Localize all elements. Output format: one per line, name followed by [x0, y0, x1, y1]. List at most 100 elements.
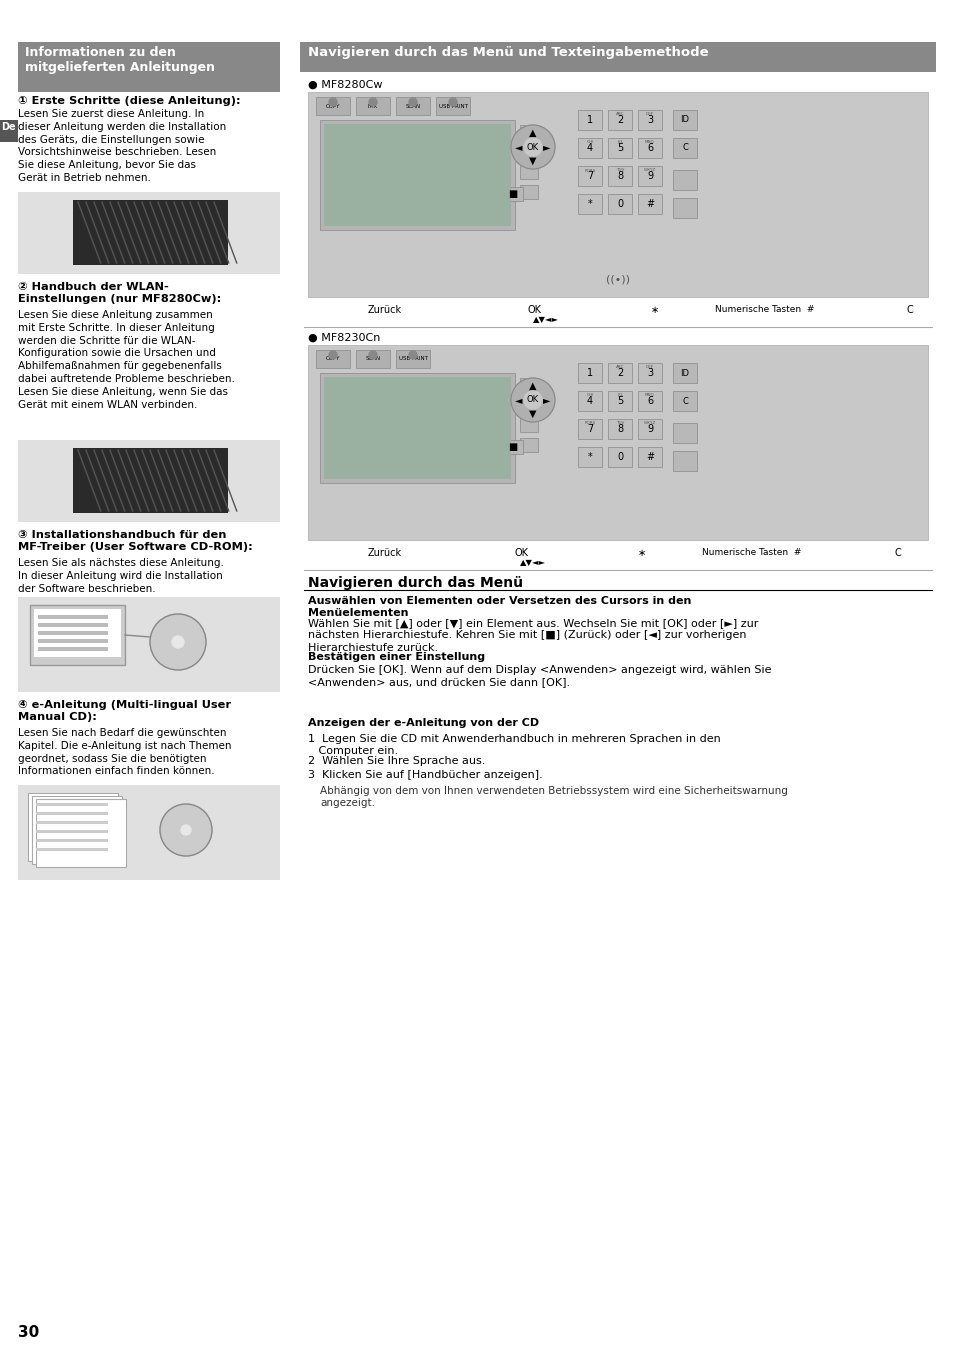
Bar — [36, 838, 108, 842]
Bar — [638, 194, 661, 214]
Text: 6: 6 — [646, 143, 653, 154]
Text: ◄: ◄ — [515, 395, 522, 404]
Text: ③ Installationshandbuch für den
MF-Treiber (User Software CD-ROM):: ③ Installationshandbuch für den MF-Treib… — [18, 530, 253, 553]
Bar — [395, 97, 430, 115]
Text: 3: 3 — [646, 115, 653, 125]
Bar — [36, 830, 108, 833]
Bar — [672, 111, 697, 129]
Text: OK: OK — [527, 305, 541, 315]
Bar — [578, 391, 601, 411]
Bar — [578, 137, 601, 158]
Text: GHI: GHI — [586, 394, 593, 398]
Bar — [30, 605, 125, 665]
Bar — [395, 350, 430, 368]
Text: Lesen Sie nach Bedarf die gewünschten
Kapitel. Die e-Anleitung ist nach Themen
g: Lesen Sie nach Bedarf die gewünschten Ka… — [18, 728, 232, 776]
Bar — [308, 92, 927, 297]
Circle shape — [523, 137, 541, 156]
Text: Lesen Sie zuerst diese Anleitung. In
dieser Anleitung werden die Installation
de: Lesen Sie zuerst diese Anleitung. In die… — [18, 109, 226, 183]
Bar — [578, 194, 601, 214]
Bar — [672, 363, 697, 383]
Text: OK: OK — [515, 549, 529, 558]
Text: 2  Wählen Sie Ihre Sprache aus.: 2 Wählen Sie Ihre Sprache aus. — [308, 756, 485, 766]
Circle shape — [329, 98, 336, 106]
Text: 8: 8 — [617, 171, 622, 181]
Text: ▲▼◄►: ▲▼◄► — [533, 315, 558, 324]
Bar — [638, 448, 661, 466]
Text: GHI: GHI — [586, 140, 593, 144]
Text: Auswählen von Elementen oder Versetzen des Cursors in den
Menüelementen: Auswählen von Elementen oder Versetzen d… — [308, 596, 691, 617]
Text: 0: 0 — [617, 200, 622, 209]
Bar — [607, 448, 631, 466]
Bar — [672, 452, 697, 470]
Text: Navigieren durch das Menü: Navigieren durch das Menü — [308, 576, 522, 590]
Bar — [672, 198, 697, 218]
Bar — [18, 191, 280, 274]
Text: Lesen Sie diese Anleitung zusammen
mit Erste Schritte. In dieser Anleitung
werde: Lesen Sie diese Anleitung zusammen mit E… — [18, 310, 234, 410]
Text: ▼: ▼ — [529, 408, 537, 419]
Text: 2: 2 — [617, 115, 622, 125]
Bar — [18, 439, 280, 522]
Bar — [578, 419, 601, 439]
Bar — [324, 377, 511, 479]
Text: MNO: MNO — [644, 394, 654, 398]
Bar — [672, 423, 697, 443]
Bar — [519, 438, 537, 452]
Bar — [36, 811, 108, 816]
Bar — [355, 350, 390, 368]
Bar — [299, 42, 935, 71]
Circle shape — [409, 98, 416, 106]
Text: C: C — [681, 143, 687, 152]
Text: Wählen Sie mit [▲] oder [▼] ein Element aus. Wechseln Sie mit [OK] oder [►] zur
: Wählen Sie mit [▲] oder [▼] ein Element … — [308, 617, 758, 652]
Bar — [607, 419, 631, 439]
Text: DEF: DEF — [645, 365, 654, 369]
Bar — [319, 120, 515, 231]
Bar — [638, 137, 661, 158]
Text: OK: OK — [526, 395, 538, 404]
Text: ID: ID — [679, 116, 689, 124]
Text: ABC: ABC — [615, 365, 623, 369]
Circle shape — [511, 125, 555, 168]
Text: ● MF8280Cw: ● MF8280Cw — [308, 80, 382, 90]
Text: TUV: TUV — [616, 168, 623, 173]
Bar — [308, 345, 927, 541]
Circle shape — [511, 377, 555, 422]
Text: ▲: ▲ — [529, 381, 537, 391]
Text: 7: 7 — [586, 425, 593, 434]
Circle shape — [150, 613, 206, 670]
Text: 7: 7 — [586, 171, 593, 181]
Text: 9: 9 — [646, 425, 653, 434]
Text: 1: 1 — [586, 115, 593, 125]
Text: COPY: COPY — [326, 356, 340, 361]
Circle shape — [369, 350, 376, 359]
Text: ((•)): ((•)) — [605, 274, 629, 284]
Bar — [672, 391, 697, 411]
Bar — [519, 377, 537, 392]
Text: ▼: ▼ — [529, 156, 537, 166]
Text: #: # — [645, 452, 654, 462]
Circle shape — [409, 350, 416, 359]
Bar — [315, 350, 350, 368]
Text: 9: 9 — [646, 171, 653, 181]
Text: 5: 5 — [617, 396, 622, 406]
Text: Zurück: Zurück — [368, 305, 401, 315]
Circle shape — [369, 98, 376, 106]
Text: PQRS: PQRS — [584, 168, 595, 173]
Bar — [355, 97, 390, 115]
Text: WXYZ: WXYZ — [643, 421, 656, 425]
Circle shape — [329, 350, 336, 359]
Bar — [73, 448, 228, 514]
Text: 0: 0 — [617, 452, 622, 462]
Text: C: C — [905, 305, 912, 315]
Text: Bestätigen einer Einstellung: Bestätigen einer Einstellung — [308, 652, 485, 662]
Text: DEF: DEF — [645, 112, 654, 116]
Text: ④ e-Anleitung (Multi-lingual User
Manual CD):: ④ e-Anleitung (Multi-lingual User Manual… — [18, 700, 231, 723]
Text: ① Erste Schritte (diese Anleitung):: ① Erste Schritte (diese Anleitung): — [18, 96, 240, 106]
Text: JKL: JKL — [617, 140, 622, 144]
Bar — [638, 111, 661, 129]
Circle shape — [160, 803, 212, 856]
Bar — [38, 631, 108, 635]
Circle shape — [523, 391, 541, 408]
Bar — [36, 799, 126, 867]
Bar — [638, 419, 661, 439]
Bar — [578, 448, 601, 466]
